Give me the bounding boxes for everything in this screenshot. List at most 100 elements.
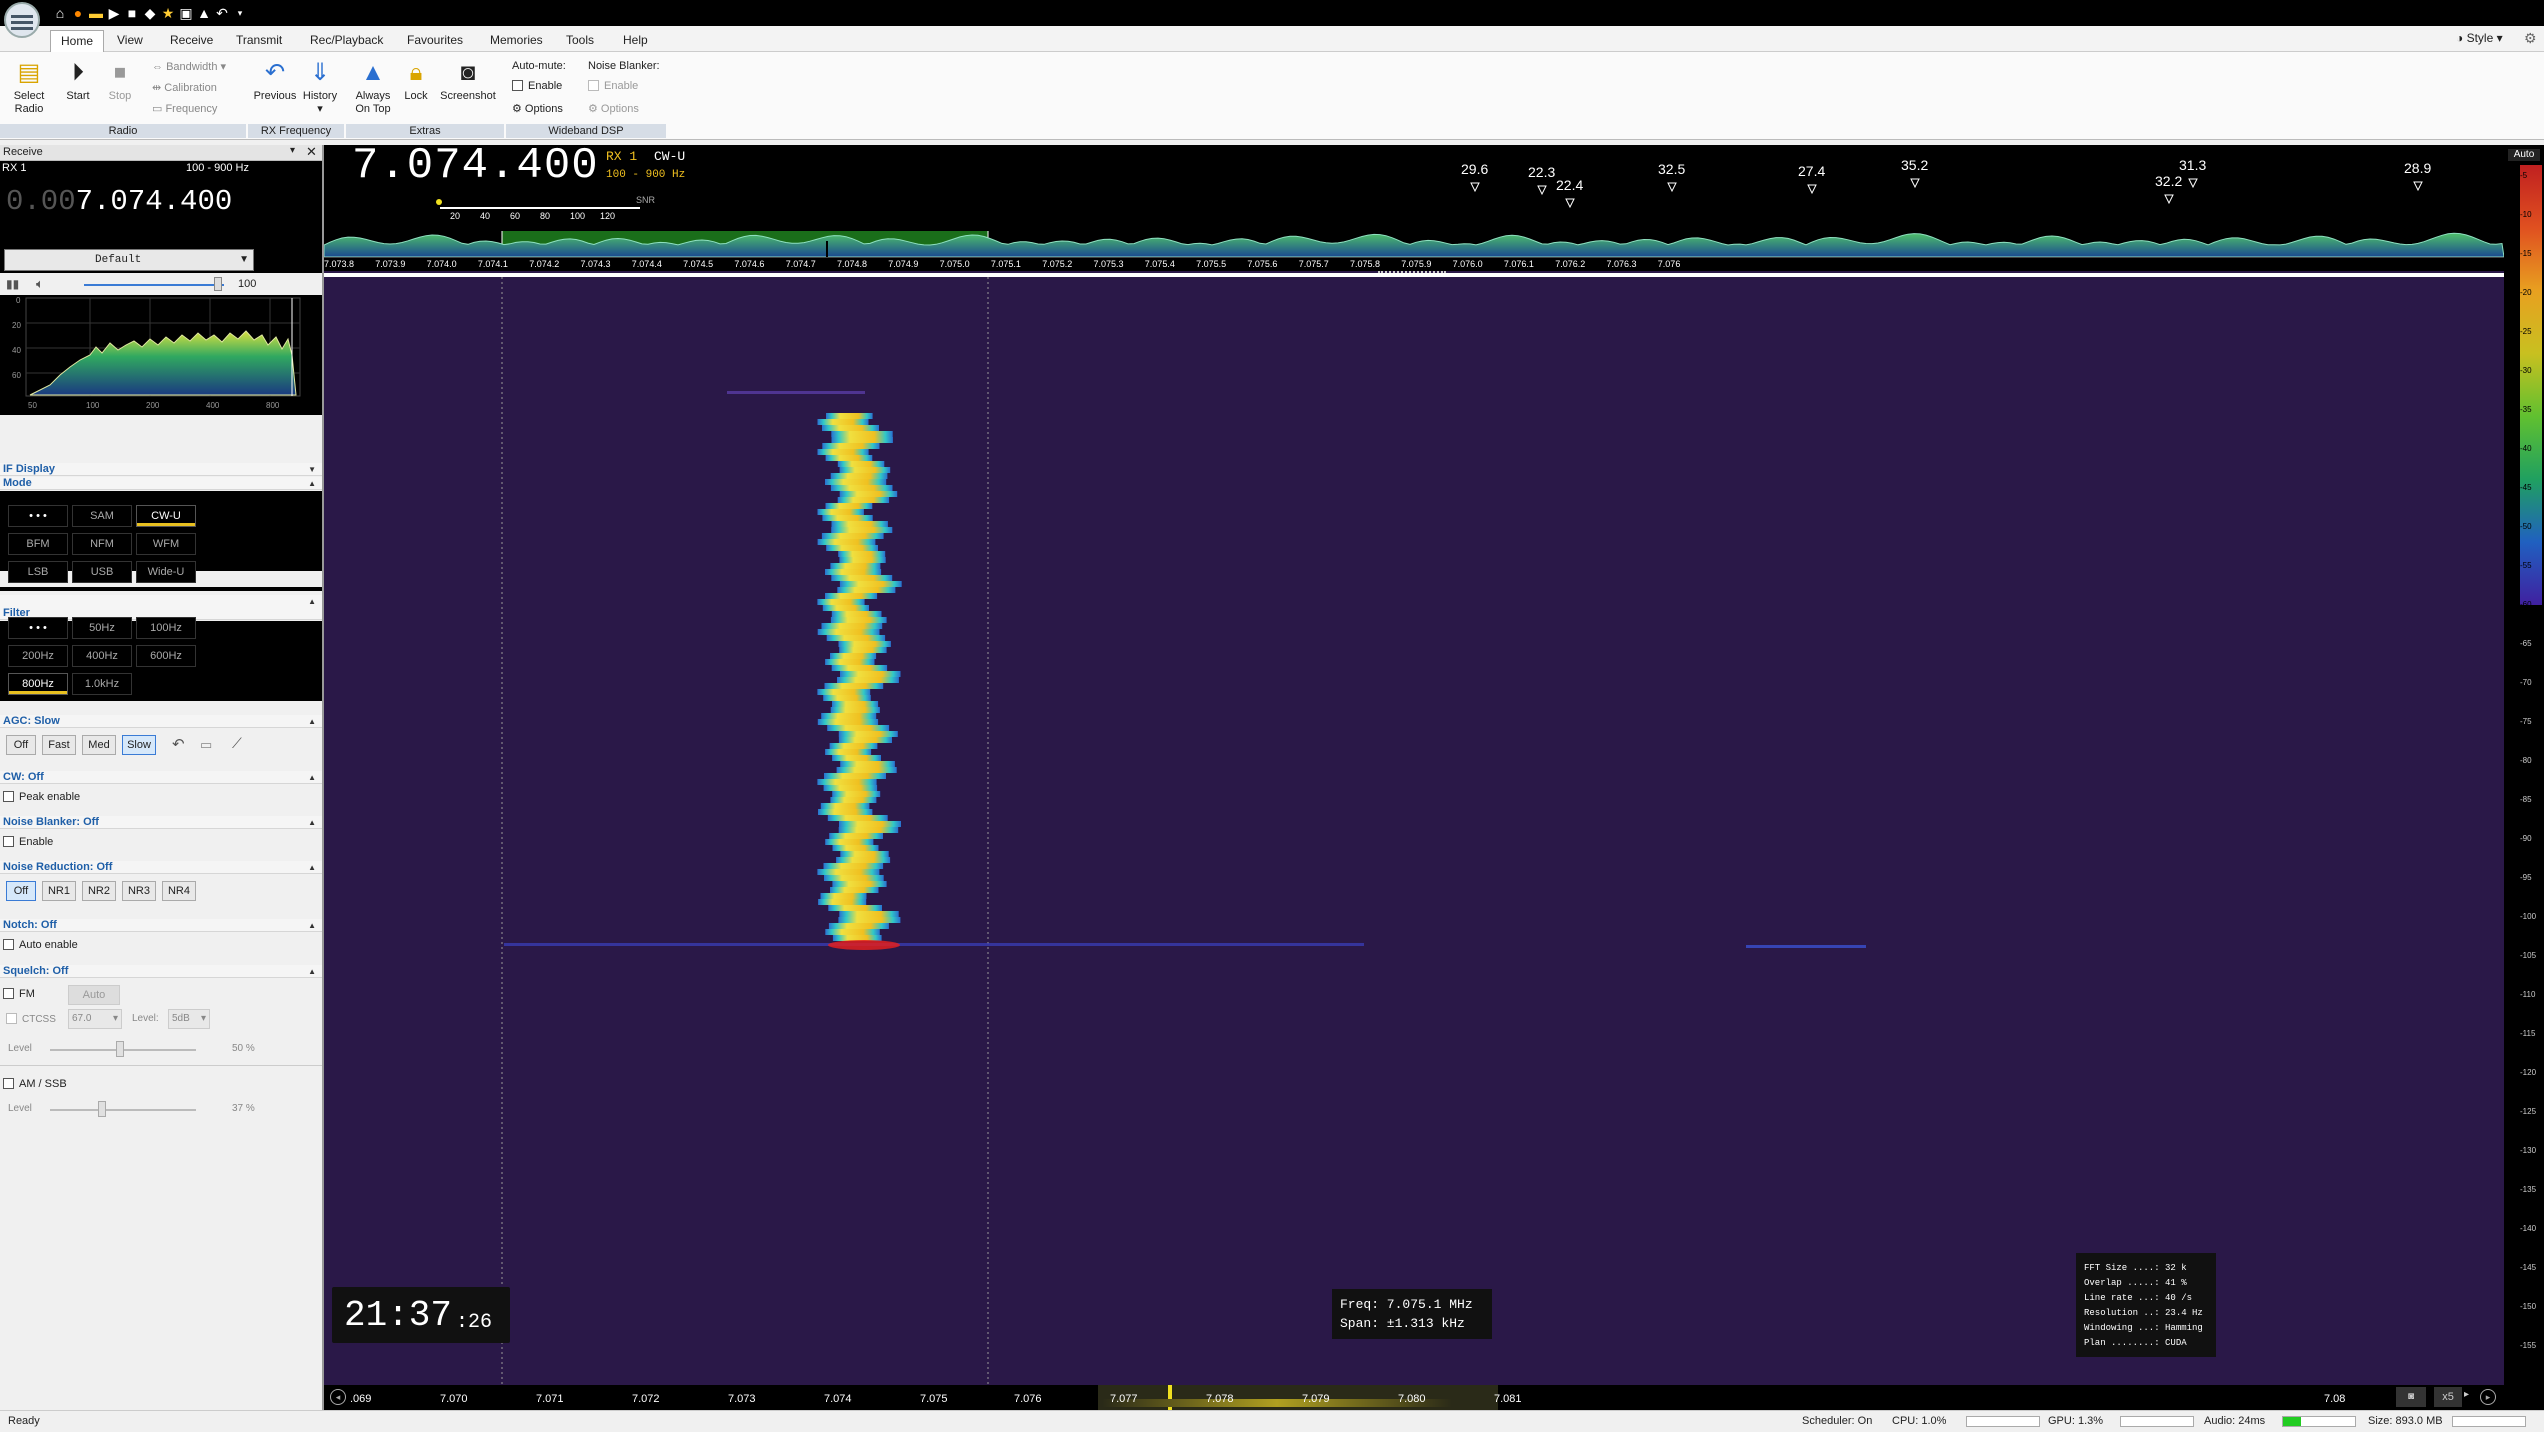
agc-header[interactable]: AGC: Slow ▲	[0, 715, 322, 728]
nr-off-button[interactable]: Off	[6, 881, 36, 901]
nr4-button[interactable]: NR4	[162, 881, 196, 901]
tab-help[interactable]: Help	[623, 33, 648, 47]
tab-receive[interactable]: Receive	[170, 33, 214, 47]
bottom-frequency-ruler[interactable]: ◂ .069 7.070 7.071 7.072 7.073 7.074 7.075 7.07…	[324, 1385, 2504, 1410]
nr1-button[interactable]: NR1	[42, 881, 76, 901]
mode-lsb-button[interactable]: LSB	[8, 561, 68, 583]
agc-med-button[interactable]: Med	[82, 735, 116, 755]
mode-more-button[interactable]: • • •	[8, 505, 68, 527]
filter-800hz-button[interactable]: 800Hz	[8, 673, 68, 695]
always-on-top-button[interactable]: ▲ Always On Top	[350, 58, 396, 116]
filter-400hz-button[interactable]: 400Hz	[72, 645, 132, 667]
home-icon[interactable]: ⌂	[55, 5, 65, 21]
screenshot-button[interactable]: ◙ Screenshot	[436, 58, 500, 103]
amssb-level-slider[interactable]	[50, 1109, 196, 1111]
main-frequency-display[interactable]: 7.074.400	[352, 141, 599, 191]
bars-icon[interactable]: ▮▮	[6, 277, 20, 291]
tab-view[interactable]: View	[117, 33, 143, 47]
bookmark-icon[interactable]: ◆	[144, 5, 156, 21]
auto-mute-enable-checkbox[interactable]: Enable	[512, 80, 562, 92]
calibration-button[interactable]: ⇹ Calibration	[152, 79, 217, 97]
noise-blanker-header[interactable]: Noise Blanker: Off ▲	[0, 816, 322, 829]
squelch-fm-checkbox[interactable]: FM	[3, 988, 35, 1000]
tab-memories[interactable]: Memories	[490, 33, 543, 47]
nr2-button[interactable]: NR2	[82, 881, 116, 901]
mode-cw-u-button[interactable]: CW-U	[136, 505, 196, 527]
auto-scale-button[interactable]: Auto	[2508, 149, 2540, 161]
screenshot-icon[interactable]: ▣	[179, 5, 193, 21]
stop-icon[interactable]: ■	[127, 5, 137, 21]
ruler-right-icon[interactable]: ▸	[2480, 1389, 2496, 1405]
history-button[interactable]: ⇓ History ▾	[302, 59, 338, 115]
zoom-arrow-icon[interactable]: ▸	[2464, 1389, 2470, 1400]
folder-icon[interactable]: ▬	[89, 5, 103, 21]
always-on-top-icon[interactable]: ▲	[197, 5, 211, 21]
spectrum-resize-handle[interactable]	[1378, 271, 1446, 275]
tab-tools[interactable]: Tools	[566, 33, 595, 47]
record-icon[interactable]: ●	[73, 5, 83, 21]
auto-mute-options-button[interactable]: ⚙ Options	[512, 102, 563, 115]
agc-graph-icon[interactable]: ⟋	[232, 735, 242, 751]
filter-1khz-button[interactable]: 1.0kHz	[72, 673, 132, 695]
ruler-left-icon[interactable]: ◂	[330, 1389, 346, 1405]
nb-panel-enable-checkbox[interactable]: Enable	[3, 836, 53, 848]
ctcss-checkbox[interactable]: CTCSS	[6, 1013, 56, 1025]
nr3-button[interactable]: NR3	[122, 881, 156, 901]
filter-100hz-button[interactable]: 100Hz	[136, 617, 196, 639]
vfo-frequency-display[interactable]: 0.007.074.400	[6, 185, 232, 218]
nb-enable-checkbox[interactable]: Enable	[588, 80, 638, 92]
undo-icon[interactable]: ↶	[216, 5, 228, 21]
filter-50hz-button[interactable]: 50Hz	[72, 617, 132, 639]
panel-splitter[interactable]	[322, 145, 324, 1410]
mode-wfm-button[interactable]: WFM	[136, 533, 196, 555]
mode-nfm-button[interactable]: NFM	[72, 533, 132, 555]
amssb-level-thumb[interactable]	[98, 1101, 106, 1117]
start-button[interactable]: ⏵ Start	[58, 58, 98, 103]
select-radio-button[interactable]: ▤ Select Radio	[6, 58, 52, 116]
ctcss-level-select[interactable]: 5dB ▾	[168, 1009, 210, 1029]
profile-select[interactable]: Default ▼	[4, 249, 254, 271]
level-scale[interactable]: Auto -5 -10 -15 -20 -25 -30 -35 -40 -45 -50 -55 -60…	[2504, 145, 2544, 1410]
am-ssb-checkbox[interactable]: AM / SSB	[3, 1078, 67, 1090]
fm-level-thumb[interactable]	[116, 1041, 124, 1057]
mode-wide-u-button[interactable]: Wide-U	[136, 561, 196, 583]
mode-header[interactable]: Mode ▲	[0, 477, 322, 490]
frequency-button[interactable]: ▭ Frequency	[152, 100, 217, 118]
noise-reduction-header[interactable]: Noise Reduction: Off ▲	[0, 861, 322, 874]
volume-slider-thumb[interactable]	[214, 277, 222, 291]
agc-slow-button[interactable]: Slow	[122, 735, 156, 755]
settings-gear-icon[interactable]: ⚙	[2524, 30, 2537, 46]
play-icon[interactable]: ▶	[108, 5, 120, 21]
squelch-auto-button[interactable]: Auto	[68, 985, 120, 1005]
agc-settings-icon[interactable]: ▭	[200, 737, 213, 752]
agc-fast-button[interactable]: Fast	[42, 735, 76, 755]
filter-200hz-button[interactable]: 200Hz	[8, 645, 68, 667]
tab-favourites[interactable]: Favourites	[407, 33, 464, 47]
cw-header[interactable]: CW: Off ▲	[0, 771, 322, 784]
agc-off-button[interactable]: Off	[6, 735, 36, 755]
notch-header[interactable]: Notch: Off ▲	[0, 919, 322, 932]
panel-menu-icon[interactable]: ▾	[290, 145, 296, 156]
app-menu-button[interactable]	[4, 2, 40, 38]
speaker-icon[interactable]: 🔈︎	[36, 276, 44, 291]
ctcss-select[interactable]: 67.0 ▾	[68, 1009, 122, 1029]
tab-rec-playback[interactable]: Rec/Playback	[310, 33, 384, 47]
waterfall-display[interactable]: 21:37 :26 Freq: 7.075.1 MHz Span: ±1.313…	[324, 277, 2504, 1389]
bandwidth-button[interactable]: ⇔ Bandwidth ▾	[152, 61, 227, 73]
mode-bfm-button[interactable]: BFM	[8, 533, 68, 555]
ruler-camera-icon[interactable]: ◙	[2396, 1387, 2426, 1407]
tab-home[interactable]: Home	[50, 30, 105, 52]
mode-usb-button[interactable]: USB	[72, 561, 132, 583]
filter-600hz-button[interactable]: 600Hz	[136, 645, 196, 667]
notch-auto-enable-checkbox[interactable]: Auto enable	[3, 939, 78, 951]
stop-button[interactable]: ⏹ Stop	[100, 58, 140, 103]
spectrum-display[interactable]: 7.074.400 RX 1 CW-U 100 - 900 Hz SNR 20 …	[324, 141, 2504, 257]
filter-more-button[interactable]: • • •	[8, 617, 68, 639]
if-display-header[interactable]: IF Display ▼	[0, 463, 322, 476]
mode-sam-button[interactable]: SAM	[72, 505, 132, 527]
agc-reset-icon[interactable]: ↶	[172, 736, 185, 753]
quick-access-dropdown-icon[interactable]: ▾	[237, 8, 243, 18]
panel-close-icon[interactable]: ✕	[306, 144, 317, 159]
zoom-select[interactable]: x5	[2434, 1387, 2462, 1407]
star-icon[interactable]: ★	[161, 5, 175, 21]
